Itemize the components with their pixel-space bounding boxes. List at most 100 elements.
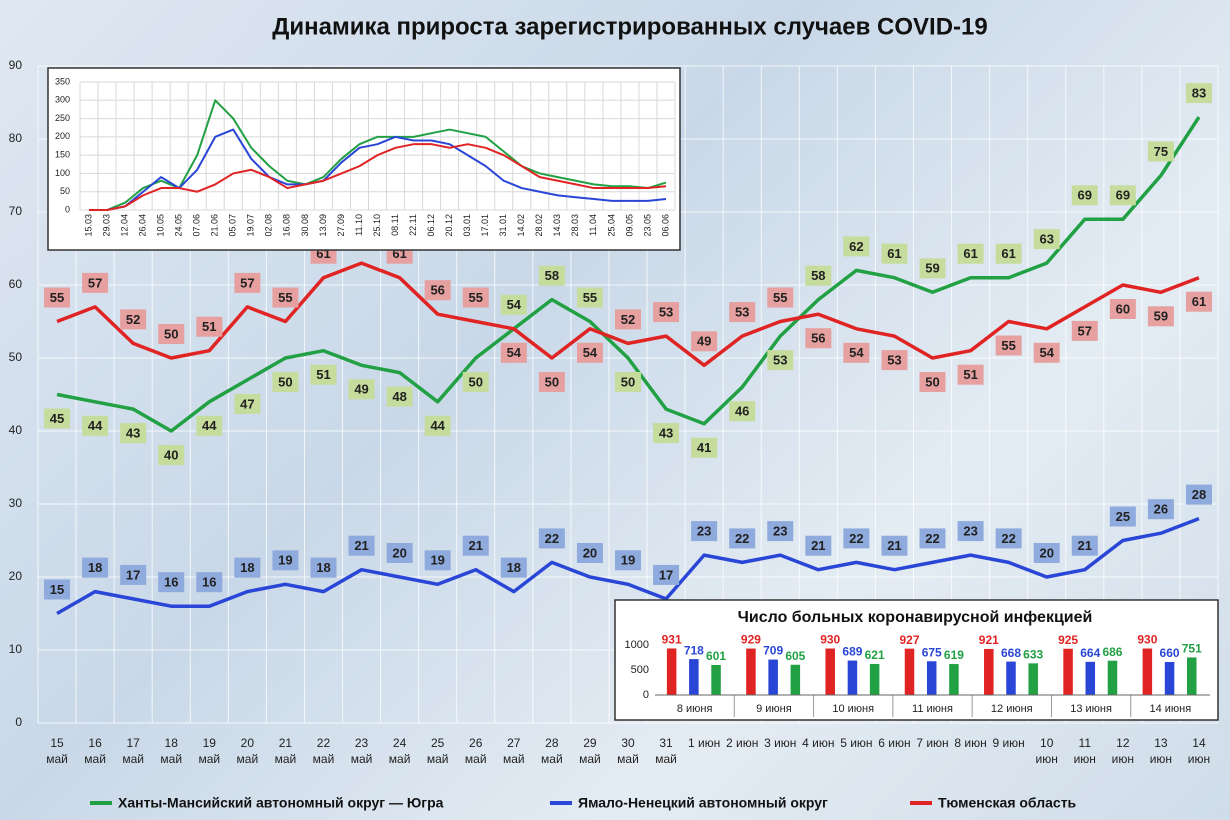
data-label-box <box>1109 299 1136 319</box>
x-tick-label: 16.08 <box>282 214 292 237</box>
x-tick-label: 17.01 <box>480 214 490 237</box>
data-label: 50 <box>278 374 292 389</box>
data-label-box <box>691 521 718 542</box>
data-label-box <box>881 350 908 371</box>
data-label-box <box>729 302 756 323</box>
data-label: 49 <box>354 382 368 397</box>
bar <box>790 664 801 695</box>
bar-label: 660 <box>1160 646 1180 660</box>
x-tick-label: 24.05 <box>174 214 184 237</box>
data-label-box <box>310 557 337 578</box>
y-tick-label: 500 <box>631 664 649 676</box>
data-label-box <box>805 328 832 349</box>
bar-label: 621 <box>865 648 885 662</box>
y-tick-label: 0 <box>15 715 22 729</box>
line <box>89 99 667 211</box>
x-tick-label: 18 май <box>160 736 183 766</box>
data-label-box <box>843 342 870 363</box>
data-label-box <box>615 372 641 392</box>
data-label: 60 <box>1116 301 1130 316</box>
data-label-box <box>462 287 489 308</box>
bar-label: 931 <box>662 633 682 647</box>
bar <box>869 663 880 695</box>
data-label: 19 <box>430 553 444 568</box>
x-tick-label: 3 июн <box>764 736 797 750</box>
data-label: 53 <box>659 305 673 320</box>
legend-label: Тюменская область <box>938 795 1077 811</box>
data-label-box <box>995 528 1022 549</box>
y-tick-label: 100 <box>55 168 70 178</box>
bar <box>1142 648 1153 695</box>
x-tick-label: 23 май <box>350 736 373 766</box>
data-label-box <box>653 302 680 323</box>
data-label-box <box>158 572 185 593</box>
bar <box>711 664 721 695</box>
data-label-box <box>729 528 756 549</box>
data-label-box <box>500 294 527 315</box>
y-tick-label: 200 <box>55 131 70 141</box>
data-label-box <box>44 408 71 429</box>
data-label: 15 <box>50 582 64 597</box>
data-label: 45 <box>50 411 64 426</box>
data-label: 50 <box>545 374 559 389</box>
data-label-box <box>767 287 794 308</box>
x-tick-label: 21 май <box>274 736 297 766</box>
data-label: 22 <box>925 531 939 546</box>
data-label: 53 <box>773 353 787 368</box>
bar-label: 930 <box>1137 633 1157 647</box>
data-label-box <box>1147 306 1174 327</box>
data-label: 19 <box>278 553 292 568</box>
x-tick-label: 26 май <box>464 736 487 766</box>
data-label-box <box>1071 320 1098 341</box>
data-label: 62 <box>849 239 863 254</box>
data-label: 55 <box>583 290 597 305</box>
x-tick-label: 21.06 <box>210 214 220 237</box>
x-tick-label: 1 июн <box>687 736 721 750</box>
bar-label: 718 <box>684 643 704 657</box>
data-label: 54 <box>507 297 522 312</box>
data-label-box <box>576 543 603 563</box>
x-tick-label: 26.04 <box>137 214 147 237</box>
data-label: 50 <box>621 374 635 389</box>
x-tick-label: 14.03 <box>552 214 562 237</box>
x-tick-label: 05.07 <box>228 214 238 237</box>
data-label: 56 <box>811 331 825 346</box>
data-label: 55 <box>278 290 292 305</box>
data-label-box <box>348 379 375 400</box>
data-label-box <box>1033 543 1060 563</box>
bar-label: 689 <box>842 645 862 659</box>
inset-frame <box>47 67 681 251</box>
data-label: 17 <box>126 567 140 582</box>
x-tick-label: 31 май <box>655 736 677 766</box>
inset-frame <box>614 599 1219 721</box>
x-tick-label: 03.01 <box>462 214 472 237</box>
data-label-box <box>538 372 565 392</box>
data-label: 16 <box>164 575 178 590</box>
y-tick-label: 0 <box>643 689 649 701</box>
bar <box>984 648 994 695</box>
data-label: 55 <box>50 290 64 305</box>
x-tick-label: 23.05 <box>642 214 652 237</box>
bar-label: 921 <box>979 633 999 647</box>
data-label-box <box>500 342 527 363</box>
data-label-box <box>1185 484 1212 505</box>
data-label-box <box>234 557 261 578</box>
x-tick-label: 6 июн <box>878 736 911 750</box>
legend-label: Ханты-Мансийский автономный округ — Югра <box>118 795 444 811</box>
x-tick-label: 30 май <box>617 736 639 766</box>
data-label: 52 <box>621 312 635 327</box>
data-label: 54 <box>507 345 522 360</box>
bar-label: 619 <box>944 648 964 662</box>
data-label-box <box>805 535 832 556</box>
data-label-box <box>1185 83 1212 104</box>
data-label-box <box>767 521 794 542</box>
data-label: 56 <box>430 283 444 298</box>
x-tick-label: 27 май <box>502 736 525 766</box>
x-tick-label: 31.01 <box>498 214 508 237</box>
data-label-box <box>919 372 946 392</box>
data-label: 19 <box>621 553 635 568</box>
bar <box>689 659 699 695</box>
data-label-box <box>424 280 451 301</box>
x-tick-label: 25.04 <box>606 214 616 237</box>
data-label: 57 <box>1078 323 1092 338</box>
